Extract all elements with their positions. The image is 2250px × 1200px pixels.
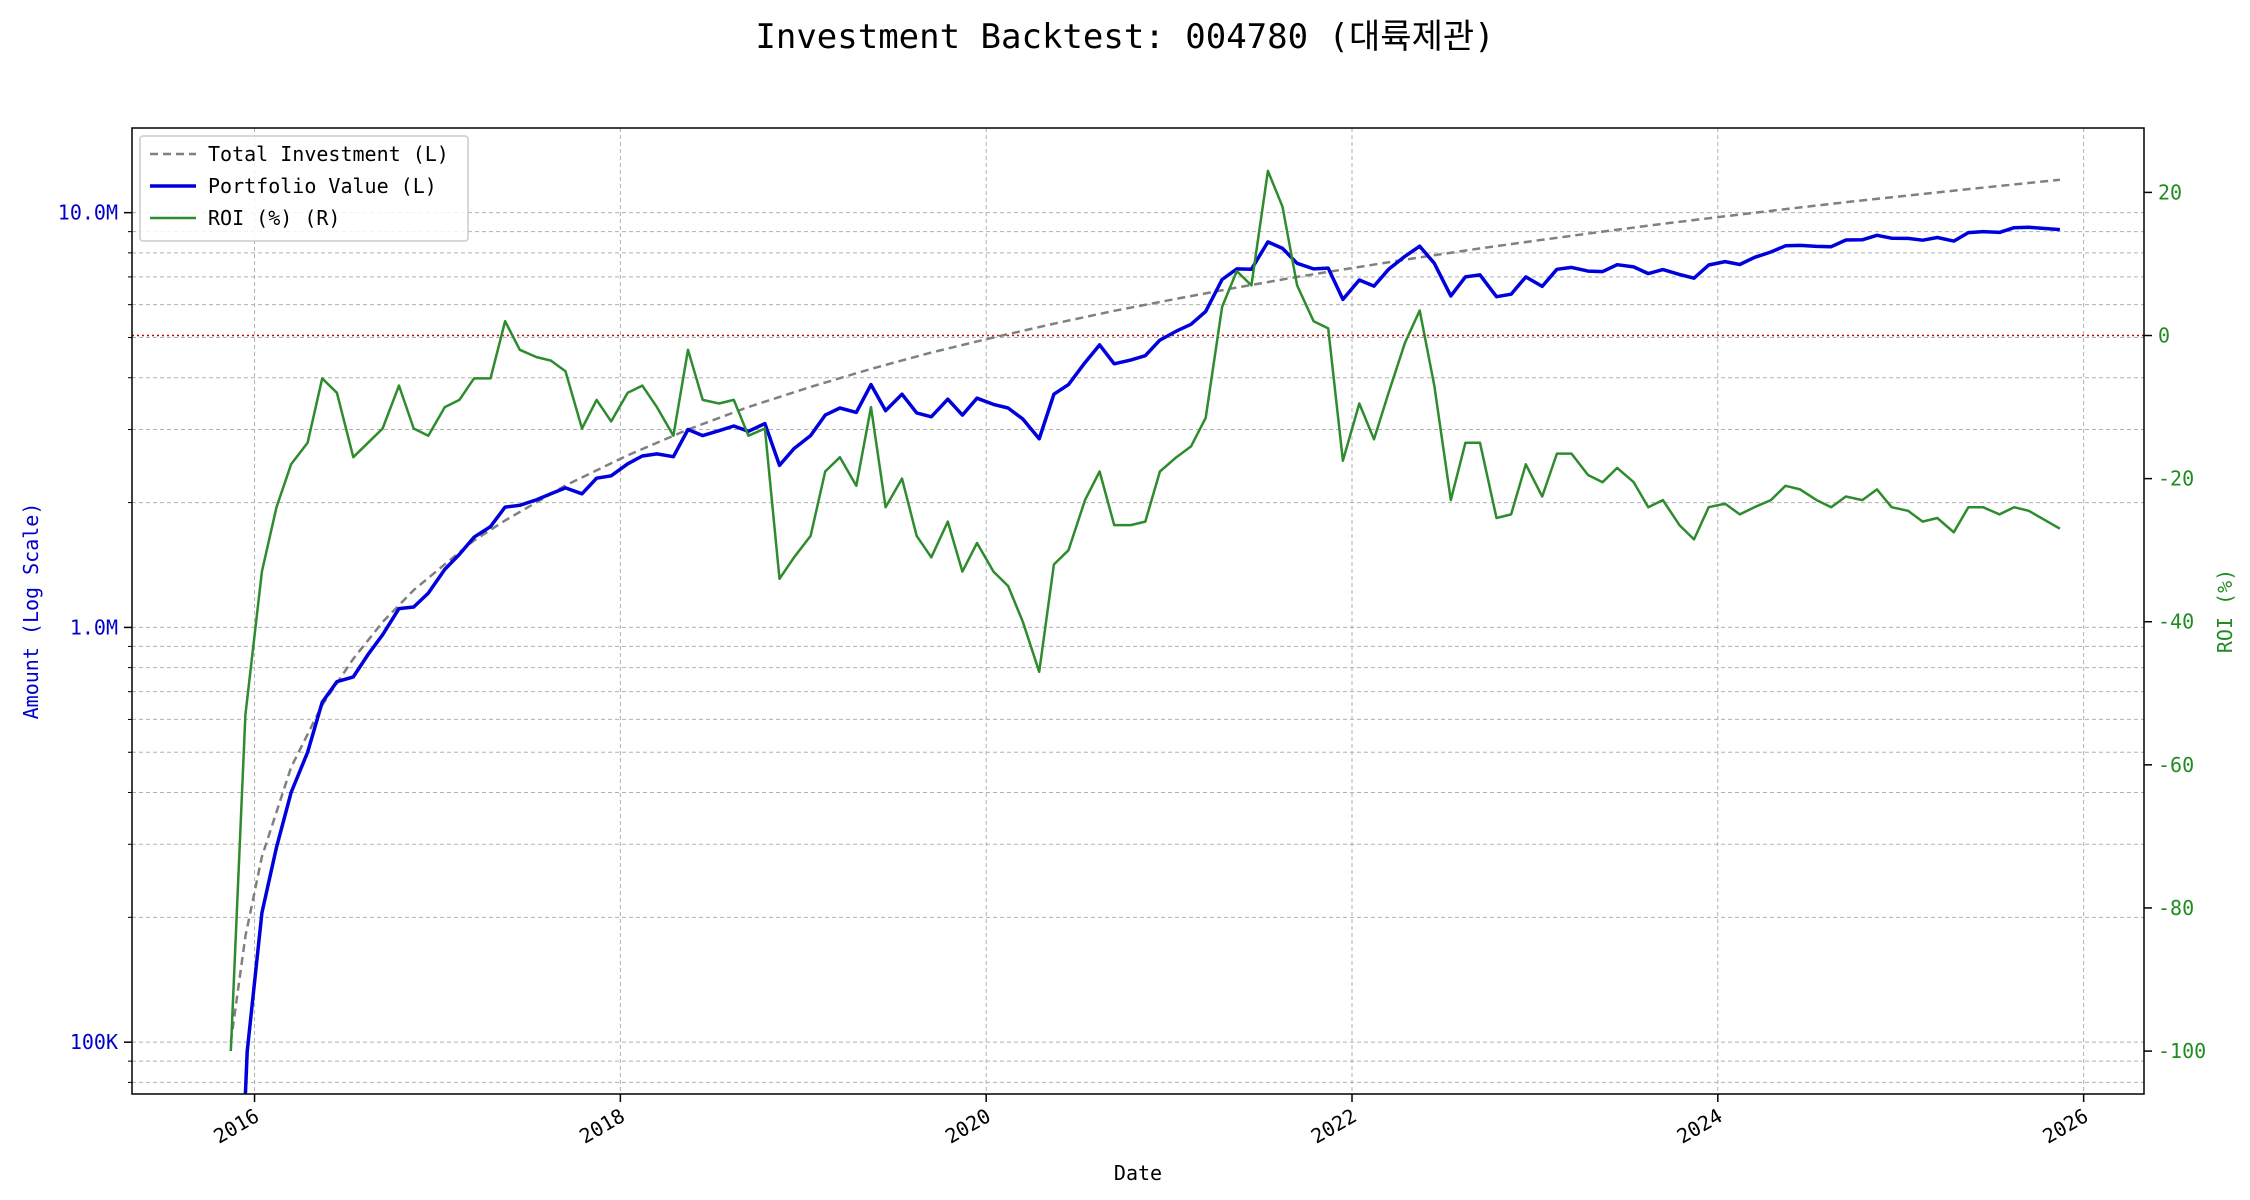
- left-tick-label: 100K: [70, 1030, 118, 1054]
- x-tick-label: 2020: [941, 1104, 995, 1149]
- x-tick-label: 2024: [1673, 1104, 1727, 1149]
- right-tick-label: -40: [2158, 610, 2194, 634]
- legend-label-total-investment: Total Investment (L): [208, 142, 449, 166]
- x-tick-label: 2026: [2038, 1104, 2092, 1149]
- right-axis-label: ROI (%): [2213, 569, 2237, 653]
- x-tick-label: 2018: [575, 1104, 629, 1149]
- legend-label-portfolio-value: Portfolio Value (L): [208, 174, 437, 198]
- right-tick-label: 20: [2158, 180, 2182, 204]
- right-tick-label: -20: [2158, 467, 2194, 491]
- legend: Total Investment (L) Portfolio Value (L)…: [139, 135, 469, 242]
- x-tick-label: 2022: [1307, 1104, 1361, 1149]
- plot-frame: [131, 127, 2145, 1095]
- right-tick-label: -100: [2158, 1039, 2206, 1063]
- chart-title: Investment Backtest: 004780 (대륙제관): [755, 17, 1494, 57]
- series-roi: [229, 169, 2061, 1052]
- x-axis-label: Date: [1114, 1161, 1162, 1185]
- x-tick-label: 2016: [209, 1104, 263, 1149]
- left-tick-label: 1.0M: [70, 615, 118, 639]
- right-tick-label: -60: [2158, 753, 2194, 777]
- right-tick-label: 0: [2158, 324, 2170, 348]
- legend-label-roi: ROI (%) (R): [208, 206, 340, 230]
- grid: [132, 128, 2144, 1094]
- right-axis: 20 0 -20 -40 -60 -80 -100: [2144, 180, 2206, 1063]
- right-tick-label: -80: [2158, 896, 2194, 920]
- left-axis-label: Amount (Log Scale): [19, 503, 43, 720]
- x-axis: 2016 2018 2020 2022 2024 2026: [209, 1094, 2092, 1148]
- left-tick-label: 10.0M: [58, 201, 118, 225]
- legend-box: [139, 135, 469, 242]
- series-portfolio-value: [243, 225, 2061, 1095]
- series-total-investment: [229, 178, 2061, 1043]
- left-axis: 100K 1.0M 10.0M: [58, 201, 132, 1083]
- series-layer: [229, 169, 2061, 1095]
